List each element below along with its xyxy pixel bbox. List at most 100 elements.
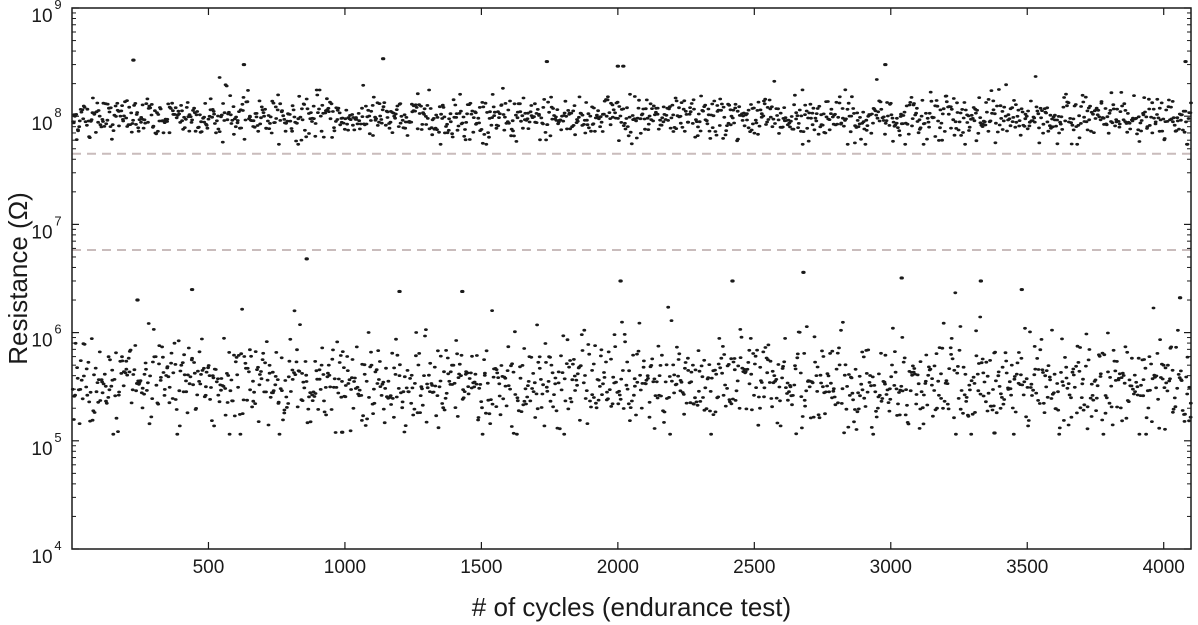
data-point bbox=[375, 124, 380, 127]
data-point bbox=[606, 350, 611, 354]
data-point bbox=[893, 370, 898, 374]
data-point bbox=[722, 115, 727, 119]
data-point bbox=[624, 383, 629, 387]
data-point bbox=[300, 107, 304, 111]
data-point bbox=[938, 126, 942, 130]
data-point bbox=[1049, 397, 1054, 400]
data-point bbox=[651, 104, 656, 108]
data-point bbox=[1139, 383, 1143, 387]
data-point bbox=[1153, 120, 1158, 124]
data-point bbox=[290, 104, 295, 108]
data-point bbox=[693, 135, 698, 139]
data-point bbox=[635, 352, 639, 356]
data-point bbox=[661, 120, 666, 124]
data-point bbox=[528, 110, 533, 114]
data-point bbox=[1128, 127, 1133, 131]
data-point bbox=[617, 139, 621, 143]
data-point bbox=[102, 125, 107, 128]
data-point bbox=[753, 362, 757, 366]
data-point bbox=[1171, 116, 1176, 120]
data-point bbox=[835, 122, 840, 126]
data-point bbox=[506, 108, 511, 112]
data-point bbox=[316, 111, 320, 114]
data-point bbox=[531, 372, 536, 375]
data-point bbox=[87, 400, 92, 404]
data-point bbox=[129, 111, 134, 115]
data-point bbox=[629, 142, 634, 146]
data-point bbox=[864, 372, 869, 375]
data-point bbox=[1007, 117, 1012, 121]
data-point bbox=[950, 357, 955, 361]
data-point bbox=[583, 374, 587, 377]
data-point bbox=[1035, 357, 1040, 360]
data-point bbox=[415, 92, 420, 96]
data-point bbox=[945, 382, 950, 385]
data-point bbox=[764, 123, 768, 126]
data-point bbox=[772, 79, 777, 83]
data-point bbox=[1132, 392, 1136, 396]
data-point bbox=[264, 126, 269, 130]
data-point bbox=[1126, 112, 1130, 115]
data-point bbox=[511, 431, 516, 435]
data-point bbox=[241, 96, 246, 99]
data-point bbox=[833, 112, 837, 116]
data-point bbox=[381, 380, 386, 384]
data-point bbox=[958, 407, 963, 411]
data-point bbox=[781, 365, 785, 368]
data-point bbox=[240, 412, 245, 415]
data-point bbox=[1108, 109, 1113, 112]
data-point bbox=[972, 382, 977, 385]
data-point bbox=[1010, 406, 1015, 410]
data-point-outlier bbox=[621, 64, 626, 68]
data-point bbox=[1082, 403, 1087, 407]
data-point bbox=[476, 418, 480, 422]
data-point bbox=[289, 390, 293, 393]
data-point bbox=[642, 117, 647, 121]
data-point bbox=[957, 120, 962, 124]
data-point bbox=[294, 360, 299, 364]
data-point bbox=[308, 420, 313, 424]
data-point bbox=[844, 407, 849, 411]
data-point bbox=[717, 337, 722, 340]
data-point bbox=[210, 419, 214, 422]
data-point bbox=[776, 363, 781, 366]
data-point bbox=[1038, 348, 1043, 352]
data-point bbox=[667, 107, 671, 111]
data-point bbox=[255, 368, 259, 371]
data-point bbox=[661, 105, 666, 109]
data-point bbox=[1054, 124, 1058, 128]
y-tick-label: 108 bbox=[31, 105, 61, 135]
data-point bbox=[188, 115, 193, 118]
data-point bbox=[228, 113, 233, 117]
data-point bbox=[232, 414, 237, 418]
data-point bbox=[127, 105, 132, 109]
data-point bbox=[796, 126, 800, 129]
data-point bbox=[883, 132, 887, 136]
data-point bbox=[290, 378, 295, 381]
data-point bbox=[752, 393, 756, 397]
data-point bbox=[701, 396, 705, 399]
data-point bbox=[86, 360, 91, 364]
data-point bbox=[337, 111, 342, 115]
data-point bbox=[335, 108, 340, 112]
data-point bbox=[598, 125, 602, 129]
data-point bbox=[1150, 420, 1154, 423]
data-point bbox=[753, 354, 758, 358]
data-point bbox=[451, 363, 456, 367]
y-tick-exponent: 7 bbox=[54, 213, 61, 228]
data-point-outlier bbox=[801, 270, 806, 275]
data-point bbox=[230, 399, 235, 403]
data-point bbox=[1175, 116, 1180, 120]
data-point bbox=[139, 120, 143, 124]
data-point bbox=[190, 118, 195, 122]
data-point bbox=[952, 133, 957, 137]
data-point bbox=[806, 116, 810, 120]
data-point bbox=[175, 432, 180, 436]
data-point bbox=[962, 393, 967, 397]
data-point bbox=[462, 134, 467, 138]
data-point bbox=[1127, 378, 1132, 382]
data-point bbox=[539, 406, 544, 409]
data-point bbox=[347, 378, 352, 382]
data-point bbox=[769, 397, 774, 400]
data-point bbox=[961, 131, 965, 134]
